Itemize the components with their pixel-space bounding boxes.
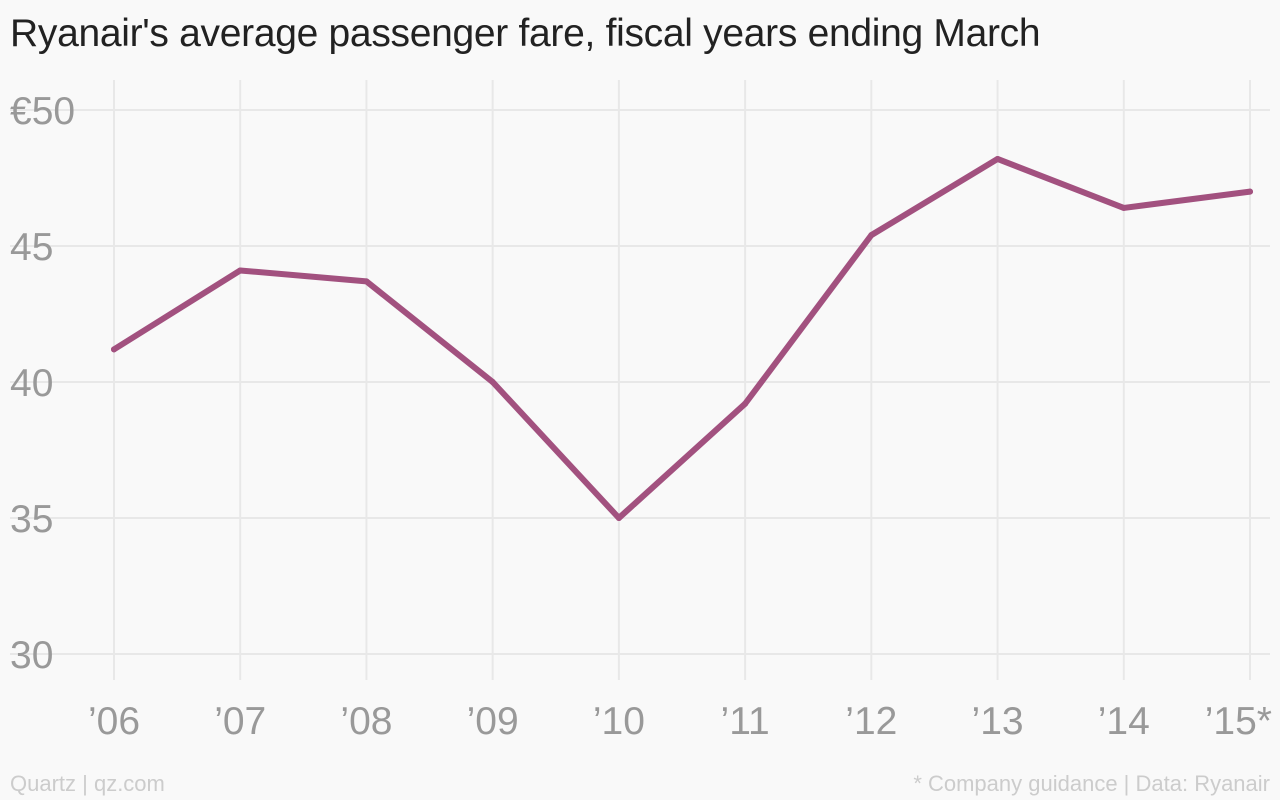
y-tick-label: 45 bbox=[10, 226, 53, 269]
grid bbox=[10, 80, 1270, 680]
footer-source-left: Quartz | qz.com bbox=[10, 771, 165, 796]
y-axis-ticks: 30 35 40 45 €50 bbox=[10, 90, 75, 677]
data-point bbox=[363, 278, 370, 285]
x-tick-label: ’06 bbox=[88, 700, 140, 743]
data-point bbox=[1247, 188, 1253, 195]
x-tick-label: ’09 bbox=[467, 700, 519, 743]
x-tick-label: ’13 bbox=[972, 700, 1024, 743]
chart-title: Ryanair's average passenger fare, fiscal… bbox=[10, 12, 1041, 55]
x-tick-label: ’14 bbox=[1098, 700, 1150, 743]
data-point bbox=[742, 400, 749, 407]
x-tick-label: ’08 bbox=[340, 700, 392, 743]
y-tick-label: 30 bbox=[10, 634, 53, 677]
data-point bbox=[237, 267, 244, 274]
series-line bbox=[111, 155, 1253, 521]
data-point bbox=[994, 155, 1001, 162]
x-tick-label: ’15* bbox=[1205, 700, 1272, 743]
x-tick-label: ’11 bbox=[721, 700, 770, 743]
x-tick-label: ’12 bbox=[845, 700, 897, 743]
data-point bbox=[111, 346, 117, 353]
y-tick-label: 40 bbox=[10, 362, 53, 405]
x-tick-label: ’10 bbox=[593, 700, 645, 743]
x-axis-ticks: ’06 ’07 ’08 ’09 ’10 ’11 ’12 ’13 ’14 ’15* bbox=[88, 700, 1272, 743]
data-point bbox=[868, 232, 875, 239]
data-point bbox=[1120, 204, 1127, 211]
data-point bbox=[615, 515, 622, 521]
x-tick-label: ’07 bbox=[214, 700, 266, 743]
y-tick-label: 35 bbox=[10, 498, 53, 541]
y-tick-label: €50 bbox=[10, 90, 75, 133]
data-point bbox=[489, 379, 496, 385]
footer-source-right: * Company guidance | Data: Ryanair bbox=[913, 771, 1270, 796]
series bbox=[111, 155, 1253, 521]
